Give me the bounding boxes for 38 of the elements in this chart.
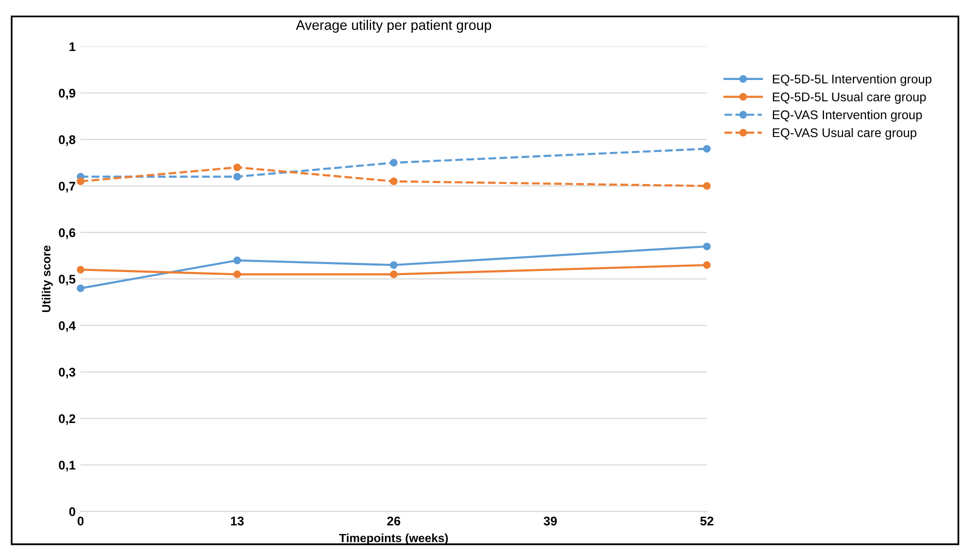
y-axis-title: Utility score: [42, 246, 53, 312]
point: [76, 266, 84, 274]
point: [703, 261, 711, 269]
y-tick-label: 0,9: [58, 88, 76, 100]
y-tick-label: 0,2: [58, 414, 76, 425]
x-tick-label: 0: [78, 516, 84, 526]
legend-label: EQ-5D-5L Usual care group: [772, 92, 926, 104]
legend-label: EQ-VAS Intervention group: [772, 110, 922, 122]
x-tick-label: 52: [700, 516, 714, 526]
x-tick-label: 13: [231, 516, 244, 526]
point: [233, 172, 241, 180]
y-tick-label: 0,3: [58, 368, 76, 378]
point: [233, 256, 241, 264]
point: [703, 242, 711, 250]
point: [233, 270, 241, 278]
y-tick-label: 0,1: [58, 460, 76, 472]
legend-label: EQ-VAS Usual care group: [772, 128, 916, 140]
point: [390, 270, 398, 278]
x-axis-title: Timepoints (weeks): [339, 534, 448, 545]
point: [76, 284, 84, 292]
legend-label: EQ-5D-5L Intervention group: [772, 74, 932, 86]
point: [390, 158, 398, 167]
point: [233, 164, 241, 172]
y-tick-label: 0,6: [58, 228, 76, 239]
y-tick-label: 0,5: [58, 274, 76, 286]
y-tick-label: 0,8: [58, 135, 76, 146]
x-tick-label: 39: [544, 516, 557, 526]
y-tick-label: 0: [69, 507, 76, 516]
x-tick-label: 26: [387, 516, 400, 526]
point: [703, 182, 711, 190]
point: [390, 178, 398, 186]
point: [76, 178, 84, 186]
point: [703, 144, 711, 153]
y-tick-label: 0,7: [58, 182, 76, 192]
y-tick-label: 0,4: [58, 321, 76, 332]
y-tick-label: 1: [70, 42, 76, 52]
chart-title: Average utility per patient group: [296, 20, 492, 33]
point: [390, 261, 398, 269]
